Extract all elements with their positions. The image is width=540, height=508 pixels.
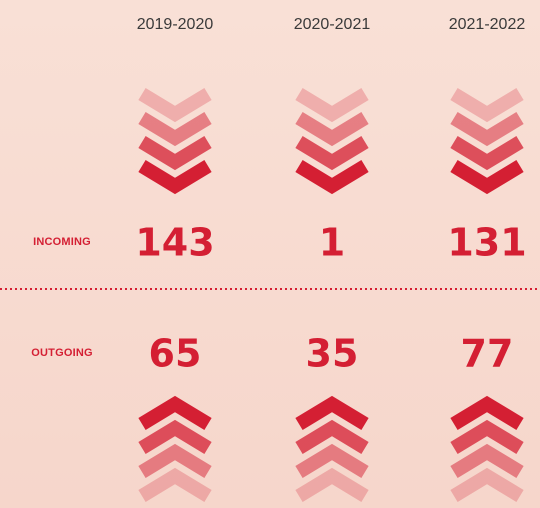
down-chevron <box>295 160 369 195</box>
down-chevron <box>138 136 212 171</box>
up-chevron <box>138 395 212 430</box>
up-chevron <box>138 419 212 454</box>
up-chevron <box>295 443 369 478</box>
up-chevron <box>450 467 524 502</box>
value: 35 <box>306 332 359 376</box>
up-chevron <box>450 395 524 430</box>
up-chevron <box>295 395 369 430</box>
value: 131 <box>447 221 526 265</box>
down-chevron <box>450 88 524 123</box>
column-header: 2021-2022 <box>449 16 526 33</box>
value: 143 <box>135 221 214 265</box>
value: 77 <box>461 332 514 376</box>
down-chevron <box>450 136 524 171</box>
column-header: 2019-2020 <box>137 16 214 33</box>
down-chevron <box>138 160 212 195</box>
up-chevron <box>138 467 212 502</box>
down-chevron <box>295 136 369 171</box>
down-chevron <box>138 88 212 123</box>
up-chevron <box>295 467 369 502</box>
down-chevron <box>295 112 369 147</box>
down-chevron <box>450 160 524 195</box>
row-label: INCOMING <box>33 236 91 248</box>
row-label: OUTGOING <box>31 347 93 359</box>
value: 65 <box>149 332 202 376</box>
up-chevron <box>295 419 369 454</box>
down-chevron <box>138 112 212 147</box>
column-header: 2020-2021 <box>294 16 371 33</box>
value: 1 <box>319 221 345 265</box>
down-chevron <box>295 88 369 123</box>
down-chevron <box>450 112 524 147</box>
up-chevron <box>450 419 524 454</box>
up-chevron <box>450 443 524 478</box>
up-chevron <box>138 443 212 478</box>
